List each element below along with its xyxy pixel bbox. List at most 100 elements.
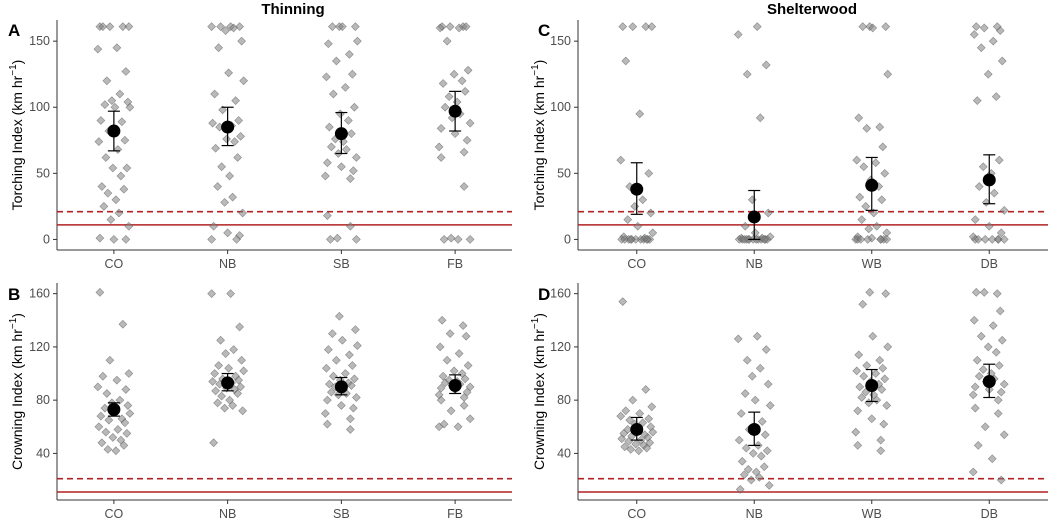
data-point [98,22,108,31]
data-point [122,429,132,438]
data-point [113,425,123,434]
data-point [877,385,887,394]
data-point [234,375,244,385]
data-point [121,385,131,394]
data-point [736,409,746,418]
data-point [111,446,121,456]
panel-letter: A [8,21,20,40]
data-point [459,182,469,191]
data-point [459,393,469,402]
data-point [991,347,1001,357]
data-point [764,480,774,490]
data-point [460,374,470,384]
data-point [103,445,113,454]
data-point [222,134,232,144]
data-point [220,198,230,207]
data-point [634,446,644,456]
data-point [968,467,978,477]
data-point [453,422,463,432]
data-point [630,201,640,211]
data-point [103,188,113,198]
data-point [855,382,865,392]
data-point [761,345,771,354]
data-point [882,235,892,244]
data-point [102,76,112,86]
data-point [99,201,109,211]
data-point [115,395,125,405]
data-point [853,406,863,416]
data-point [859,371,869,381]
data-point [221,26,231,35]
data-point [754,472,764,482]
data-point [620,235,630,244]
mean-point [865,379,879,393]
data-point [102,389,112,398]
data-point [994,361,1004,370]
data-point [341,145,351,154]
y-tick-label: 50 [557,166,571,180]
data-point [993,235,1003,244]
mean-point [747,210,761,224]
data-point [336,401,346,410]
data-point [453,235,463,244]
data-point [124,369,134,378]
data-point [858,22,868,31]
data-point [323,345,333,354]
mean-point [982,375,996,389]
data-point [233,389,243,398]
data-point [996,475,1006,485]
data-point [872,221,882,231]
x-tick-label: FB [447,257,463,271]
data-point [871,369,881,378]
data-point [236,382,246,392]
data-point [648,228,658,238]
data-point [756,451,766,461]
data-point [641,385,651,394]
x-tick-label: NB [219,257,236,271]
data-point [980,422,990,432]
data-point [620,442,630,452]
data-point [221,349,231,358]
data-point [978,162,988,172]
panel-b-crowning-thinning: B 40 80 120 160 CO NB SB FB Crowning Index (km hr… [8,283,512,521]
data-point [875,355,885,365]
data-point [208,377,218,386]
data-point [750,395,760,405]
data-point [852,366,862,376]
data-point [96,411,106,421]
data-point [460,86,470,96]
data-point [880,168,890,178]
data-point [762,446,772,456]
data-point [854,350,864,360]
data-point [642,443,652,453]
data-point [644,168,654,178]
data-point [628,22,638,31]
data-point [332,233,342,243]
data-point [108,163,118,173]
data-point [109,235,119,244]
data-point [322,395,332,405]
data-point [224,363,234,373]
x-tick-label: DB [981,257,998,271]
data-point [862,124,872,133]
data-point [987,454,997,464]
data-point [224,68,234,78]
data-point [119,441,129,450]
data-point [335,109,345,119]
data-point [237,355,247,365]
data-point [999,235,1009,244]
data-point [120,135,130,145]
data-point [94,137,104,146]
data-point [618,297,628,307]
data-point [459,147,469,157]
data-point [211,143,221,153]
y-axis-label: Crowning Index (km hr−1) [8,313,25,470]
mean-point [107,124,121,138]
data-point [213,398,223,408]
data-point [437,315,447,325]
y-tick-label: 40 [36,446,50,460]
data-point [115,89,125,99]
y-axis-label: Torching Index (km hr−1) [530,60,547,211]
data-point [105,22,115,31]
data-point [878,142,888,152]
